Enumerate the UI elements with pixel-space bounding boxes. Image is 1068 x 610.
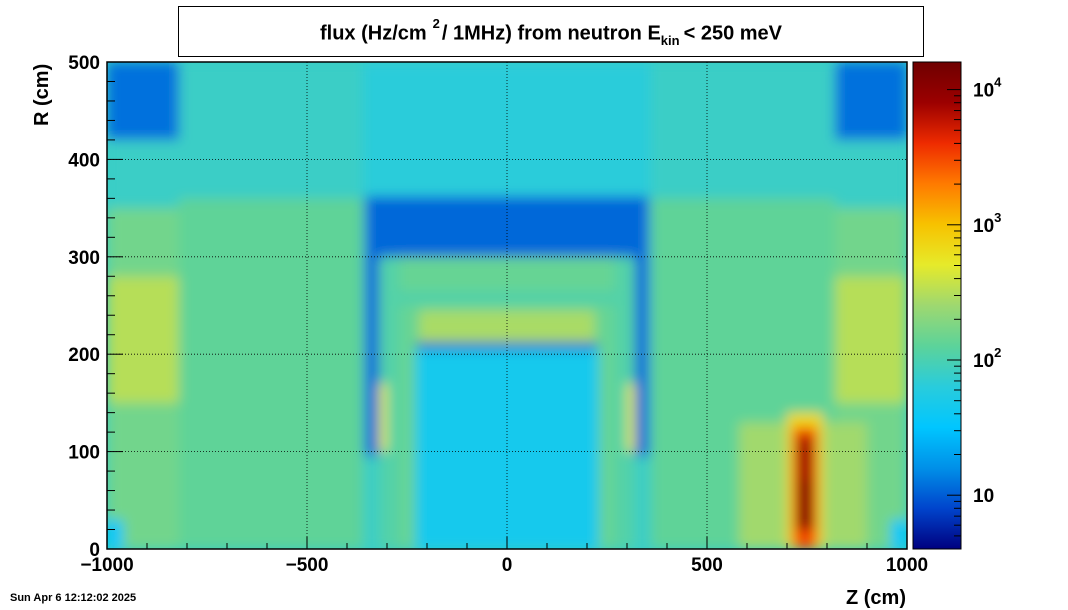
title-prefix: flux (Hz/cm <box>319 22 427 45</box>
colorbar-tick-exponent: 4 <box>994 75 1002 90</box>
y-axis-title: R (cm) <box>31 64 53 126</box>
chart-title: flux (Hz/cm 2/ 1MHz) from neutron Ekin < 2… <box>179 16 923 48</box>
y-tick-label: 200 <box>68 345 100 366</box>
heatmap-region-21 <box>379 383 387 452</box>
heatmap-region-12 <box>363 62 651 199</box>
heatmap-region-22 <box>627 383 635 452</box>
heatmap-region-6 <box>835 62 907 140</box>
x-tick-label: 500 <box>691 555 723 576</box>
heatmap-region-5 <box>107 62 179 140</box>
heatmap-region-19 <box>419 310 595 345</box>
heatmap-region-27 <box>799 480 811 530</box>
y-tick-label: 0 <box>89 540 100 561</box>
heatmap-region-9 <box>179 198 363 549</box>
x-tick-label: −1000 <box>80 555 133 576</box>
x-tick-label: 1000 <box>886 555 928 576</box>
title-box: flux (Hz/cm 2/ 1MHz) from neutron Ekin < 2… <box>178 6 924 57</box>
colorbar-tick-label: 103 <box>973 210 1001 237</box>
colorbar-frame <box>912 61 962 550</box>
x-tick-label: −500 <box>286 555 329 576</box>
y-tick-label: 100 <box>68 443 100 464</box>
grid-lines <box>107 62 907 549</box>
heatmap-region-13 <box>365 196 649 257</box>
colorbar <box>913 62 961 549</box>
colorbar-axis: 10 102 103 104 <box>947 75 1002 550</box>
title-superscript: 2 <box>432 16 440 31</box>
colorbar-tick-label: 104 <box>973 75 1002 102</box>
heatmap-region-7 <box>107 519 123 549</box>
heatmap-region-8 <box>891 519 907 549</box>
heatmap-region-15 <box>635 196 649 457</box>
x-axis-title: Z (cm) <box>846 587 906 609</box>
x-tick-label: 0 <box>502 555 513 576</box>
y-tick-label: 500 <box>68 53 100 74</box>
timestamp: Sun Apr 6 12:12:02 2025 <box>10 592 137 604</box>
axes: −1000 −500 0 500 1000 0 100 200 300 400 500 <box>68 53 928 576</box>
heatmap-region-4 <box>835 276 907 403</box>
y-tick-label: 400 <box>68 150 100 171</box>
y-tick-label: 300 <box>68 248 100 269</box>
colorbar-tick-label: 10 <box>973 486 994 507</box>
heatmap-region-2 <box>107 276 179 403</box>
colorbar-tick-exponent: 2 <box>994 345 1001 360</box>
title-middle: / 1MHz) from neutron E <box>441 22 661 45</box>
title-suffix: < 250 meV <box>683 22 783 45</box>
heatmap-region-14 <box>365 196 379 457</box>
colorbar-tick-exponent: 3 <box>994 210 1001 225</box>
heatmap-region-23 <box>379 290 635 306</box>
colorbar-tick-label: 102 <box>973 345 1001 372</box>
title-subscript: kin <box>660 32 680 48</box>
heatmap-region-20 <box>417 342 597 350</box>
